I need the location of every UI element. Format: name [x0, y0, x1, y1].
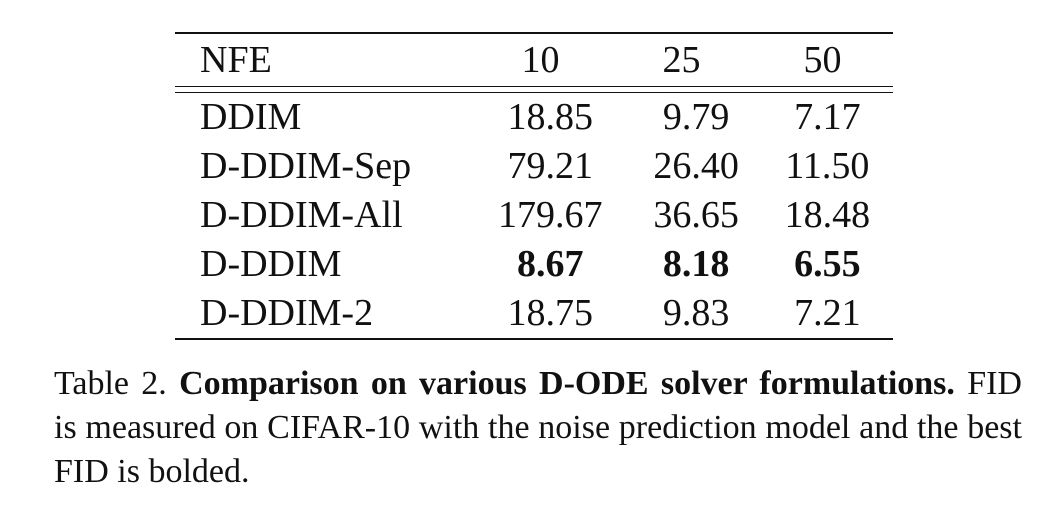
cell-value: 7.17 — [794, 96, 861, 138]
header-nfe: NFE — [200, 39, 272, 81]
header-25: 25 — [662, 39, 701, 81]
results-table: NFE 10 25 50 — [175, 32, 893, 86]
table-row: D-DDIM-Sep 79.21 26.40 11.50 — [175, 142, 893, 191]
caption-text: FID is measured on CIFAR-10 with the noi… — [54, 365, 1022, 490]
caption-title: Comparison on various D-ODE solver formu… — [179, 365, 955, 402]
row-method: DDIM — [200, 96, 302, 138]
cell-value: 79.21 — [507, 145, 593, 187]
cell-value: 18.85 — [507, 96, 593, 138]
table-row: DDIM 18.85 9.79 7.17 — [175, 93, 893, 142]
table-bottom-rule — [175, 338, 893, 340]
cell-value-best: 8.18 — [662, 243, 730, 285]
table-row: D-DDIM 8.67 8.18 6.55 — [175, 240, 893, 289]
cell-value: 7.21 — [794, 292, 861, 334]
cell-value: 11.50 — [785, 145, 870, 187]
cell-value-best: 6.55 — [794, 243, 861, 285]
header-10: 10 — [521, 39, 560, 81]
table-caption: Table 2. Comparison on various D-ODE sol… — [54, 362, 1022, 494]
table-header-row: NFE 10 25 50 — [175, 33, 893, 86]
results-table-container: NFE 10 25 50 DDIM 18.85 9.79 7.17 D-DDIM… — [175, 32, 893, 340]
header-rule-bottom — [175, 92, 893, 93]
row-method: D-DDIM-2 — [200, 292, 374, 334]
table-row: D-DDIM-All 179.67 36.65 18.48 — [175, 191, 893, 240]
caption-label: Table 2. — [54, 365, 167, 402]
results-table-body: DDIM 18.85 9.79 7.17 D-DDIM-Sep 79.21 26… — [175, 93, 893, 338]
row-method: D-DDIM-Sep — [200, 145, 412, 187]
header-50: 50 — [803, 39, 842, 81]
header-rule-top — [175, 86, 893, 87]
cell-value: 36.65 — [653, 194, 739, 236]
cell-value: 26.40 — [653, 145, 739, 187]
cell-value: 9.83 — [662, 292, 730, 334]
cell-value: 18.48 — [784, 194, 871, 236]
table-row: D-DDIM-2 18.75 9.83 7.21 — [175, 289, 893, 338]
row-method: D-DDIM-All — [200, 194, 403, 236]
cell-value: 18.75 — [507, 292, 593, 334]
cell-value-best: 8.67 — [516, 243, 584, 285]
row-method: D-DDIM — [200, 243, 342, 285]
cell-value: 9.79 — [662, 96, 730, 138]
cell-value: 179.67 — [497, 194, 603, 236]
